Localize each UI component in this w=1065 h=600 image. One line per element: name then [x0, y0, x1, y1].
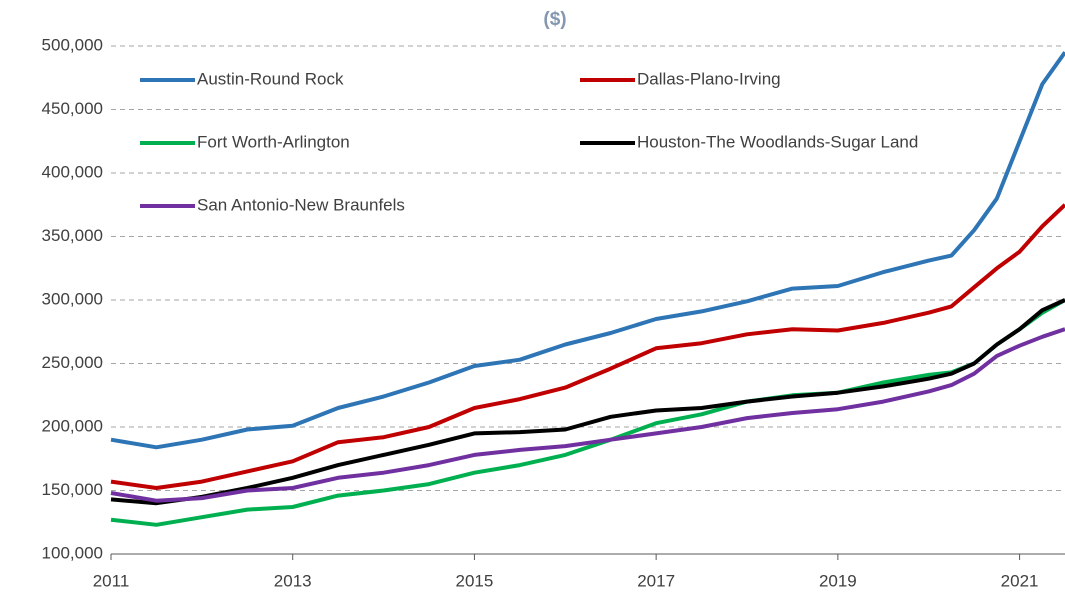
series-line	[110, 203, 1065, 490]
series-line	[110, 51, 1065, 450]
y-tick-label: 200,000	[42, 416, 103, 435]
y-tick-label: 250,000	[42, 353, 103, 372]
x-tick-label: 2019	[819, 571, 857, 590]
series-line	[110, 298, 1065, 506]
y-tick-label: 500,000	[42, 35, 103, 54]
y-tick-label: 100,000	[42, 543, 103, 562]
y-tick-label: 400,000	[42, 162, 103, 181]
legend-label: Austin-Round Rock	[197, 69, 344, 88]
y-tick-label: 300,000	[42, 289, 103, 308]
y-tick-label: 150,000	[42, 480, 103, 499]
y-tick-label: 350,000	[42, 226, 103, 245]
x-tick-label: 2013	[274, 571, 312, 590]
x-tick-label: 2017	[637, 571, 675, 590]
x-tick-label: 2011	[93, 571, 130, 590]
y-tick-label: 450,000	[42, 99, 103, 118]
chart-title: ($)	[543, 9, 566, 30]
legend-label: Houston-The Woodlands-Sugar Land	[637, 132, 918, 151]
legend-label: Fort Worth-Arlington	[197, 132, 350, 151]
legend-label: Dallas-Plano-Irving	[637, 69, 781, 88]
x-tick-label: 2015	[456, 571, 494, 590]
series-line	[110, 327, 1065, 503]
x-tick-label: 2021	[1001, 571, 1039, 590]
legend-label: San Antonio-New Braunfels	[197, 195, 405, 214]
